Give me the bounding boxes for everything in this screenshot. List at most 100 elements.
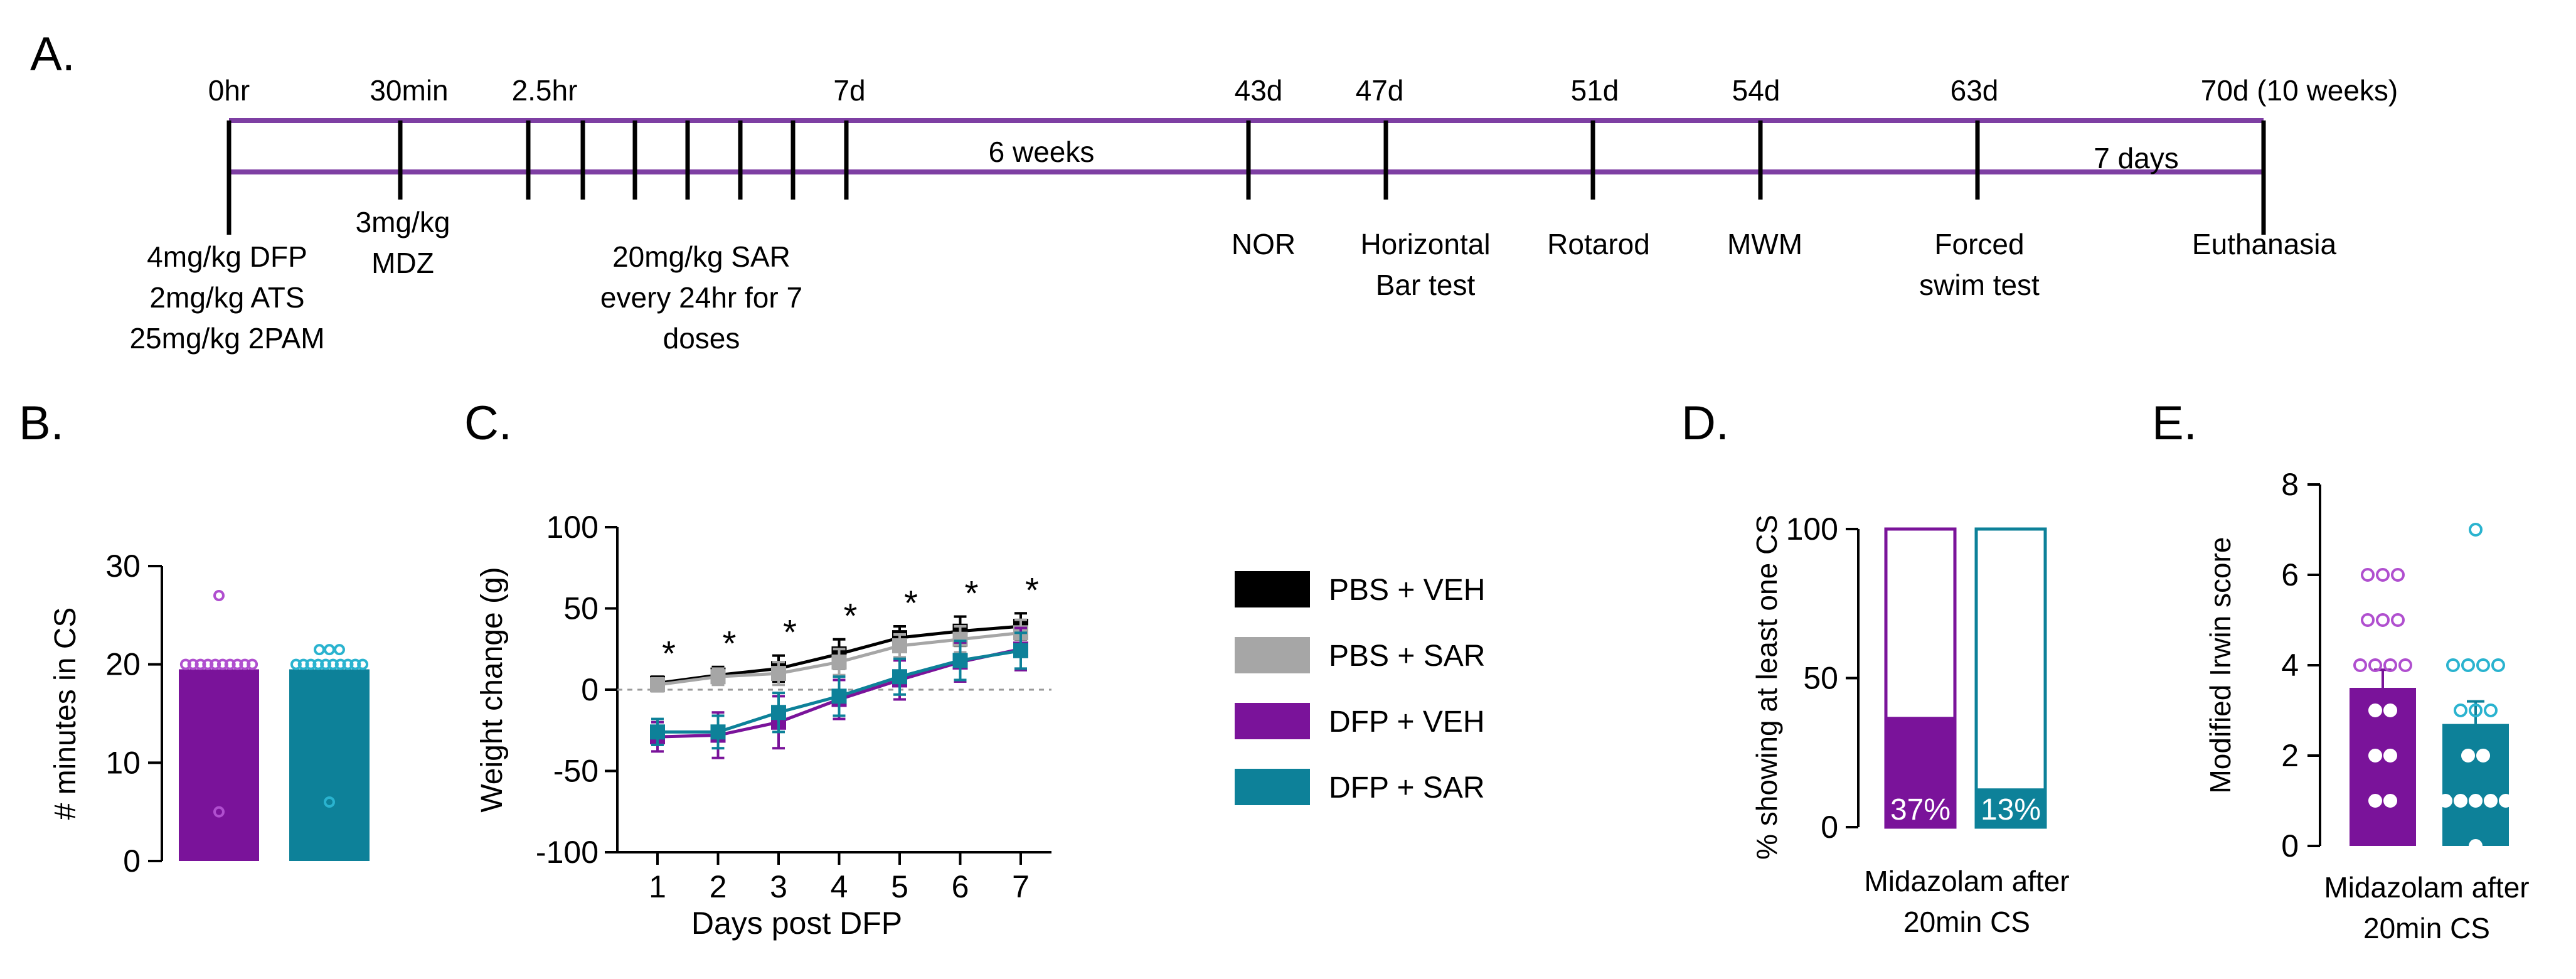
panel-b-point	[357, 658, 369, 670]
panel-e-point	[2476, 658, 2490, 672]
panel-c-y-tick-label: -50	[553, 754, 599, 789]
panel-c-significance-star: *	[904, 583, 918, 623]
panel-b-point	[334, 658, 346, 670]
panel-c-significance-star: *	[965, 573, 979, 613]
panel-b-point	[342, 658, 354, 670]
panel-b-chart: 0 10 20 30 # minutes in CS	[49, 548, 370, 879]
panel-e-y-tick-label: 6	[2281, 557, 2299, 592]
panel-e-point	[2353, 658, 2367, 672]
panel-c-y-tick-label: 100	[546, 510, 599, 545]
timeline: 0hr 30min 2.5hr 7d 43d 47d 51d 54d 63d 70d (10 we…	[129, 74, 2398, 355]
panel-e-y-tick-label: 2	[2281, 738, 2299, 773]
panel-e-y-tick-label: 8	[2281, 467, 2299, 502]
panel-c-legend-label: DFP + SAR	[1329, 771, 1485, 805]
panel-d-bar-label: 37%	[1890, 793, 1951, 827]
panel-e-bar	[2350, 688, 2416, 846]
panel-c-point	[771, 666, 786, 682]
timeline-event-label: 4mg/kg DFP	[147, 240, 307, 273]
timeline-time-label: 70d (10 weeks)	[2201, 74, 2398, 107]
timeline-event-label: Rotarod	[1547, 228, 1650, 260]
panel-c-x-tick-label: 4	[831, 869, 848, 904]
panel-b-point	[216, 658, 228, 670]
panel-e-y-tick-label: 4	[2281, 648, 2299, 683]
timeline-event-label: doses	[663, 322, 740, 355]
timeline-event-label: 20mg/kg SAR	[612, 240, 790, 273]
panel-b-point	[305, 658, 317, 670]
panel-e-point	[2454, 703, 2467, 717]
panel-c-point	[892, 669, 907, 685]
timeline-event-label: MDZ	[371, 247, 434, 279]
panel-e-point	[2469, 839, 2483, 853]
panel-c-point	[650, 677, 665, 693]
panel-b-point	[179, 658, 191, 670]
panel-c-point	[710, 724, 726, 740]
panel-c-point	[831, 688, 847, 704]
panel-d-bar-fill	[1976, 788, 2045, 827]
timeline-event-label: every 24hr for 7	[600, 281, 802, 314]
panel-e-point	[2361, 568, 2375, 582]
panel-label-b: B.	[19, 397, 64, 450]
panel-c-point	[952, 653, 968, 668]
panel-c-legend-swatch	[1235, 769, 1310, 805]
panel-b-point	[213, 590, 225, 601]
timeline-event-label: Horizontal	[1360, 228, 1490, 260]
panel-b-bar	[179, 669, 259, 861]
panel-e-point	[2469, 703, 2483, 717]
panel-c-point	[650, 724, 665, 740]
panel-b-point	[239, 658, 251, 670]
panel-c-legend-swatch	[1235, 571, 1310, 607]
timeline-event-label: 2mg/kg ATS	[149, 281, 304, 314]
timeline-span-label: 6 weeks	[989, 136, 1095, 168]
panel-b-point	[224, 658, 236, 670]
timeline-time-label: 51d	[1571, 74, 1619, 107]
panel-e-point	[2368, 658, 2382, 672]
panel-b-y-label: # minutes in CS	[49, 607, 82, 820]
panel-e-y-tick-label: 0	[2281, 828, 2299, 864]
panel-e-point	[2491, 658, 2505, 672]
panel-e-bar	[2442, 724, 2509, 846]
panel-d-bar-outline	[1974, 527, 2047, 829]
panel-c-x-tick-label: 1	[649, 869, 666, 904]
panel-e-point	[2469, 794, 2483, 808]
panel-c-y-tick-label: 0	[581, 672, 599, 707]
panel-e-point	[2391, 568, 2405, 582]
timeline-event-label: NOR	[1232, 228, 1296, 260]
timeline-event-label: Bar test	[1376, 269, 1476, 301]
timeline-time-label: 43d	[1235, 74, 1283, 107]
panel-d-y-label: % showing at least one CS	[1750, 515, 1783, 860]
panel-c-legend-label: PBS + SAR	[1329, 639, 1485, 673]
timeline-event-label: MWM	[1727, 228, 1802, 260]
panel-b-bar	[289, 669, 370, 861]
panel-e-y-label: Modified Irwin score	[2204, 537, 2237, 793]
panel-c-significance-star: *	[723, 624, 737, 663]
panel-c-significance-star: *	[844, 596, 858, 636]
panel-d-bar-label: 13%	[1981, 793, 2041, 827]
panel-e-x-label: Midazolam after	[2324, 871, 2529, 904]
panel-c-y-tick-label: 50	[563, 591, 599, 626]
timeline-time-label: 2.5hr	[512, 74, 578, 107]
panel-b-point	[320, 658, 332, 670]
panel-c-x-tick-label: 2	[710, 869, 727, 904]
panel-c-x-tick-label: 3	[770, 869, 787, 904]
panel-e-point	[2439, 794, 2452, 808]
panel-e-point	[2446, 658, 2460, 672]
panel-e-point	[2454, 794, 2467, 808]
panel-e-point	[2383, 794, 2397, 808]
panel-label-d: D.	[1681, 397, 1729, 450]
panel-c-chart: -100 -50 0 50 100 1 2 3 4 5 6 7 Days post DFP Weight …	[476, 510, 1485, 941]
panel-e-point	[2368, 749, 2382, 762]
timeline-span-label: 7 days	[2094, 142, 2179, 174]
panel-d-y-tick-label: 100	[1786, 511, 1838, 547]
panel-label-e: E.	[2152, 397, 2197, 450]
timeline-time-label: 0hr	[208, 74, 250, 107]
panel-c-legend-swatch	[1235, 703, 1310, 739]
panel-e-x-label: 20min CS	[2363, 912, 2490, 944]
timeline-time-label: 30min	[370, 74, 448, 107]
panel-c-x-tick-label: 5	[891, 869, 908, 904]
timeline-event-label: 25mg/kg 2PAM	[129, 322, 324, 355]
panel-e-point	[2484, 703, 2498, 717]
panel-c-significance-star: *	[1025, 570, 1039, 609]
panel-c-x-label: Days post DFP	[691, 906, 902, 941]
panel-b-y-tick-label: 0	[123, 843, 141, 879]
